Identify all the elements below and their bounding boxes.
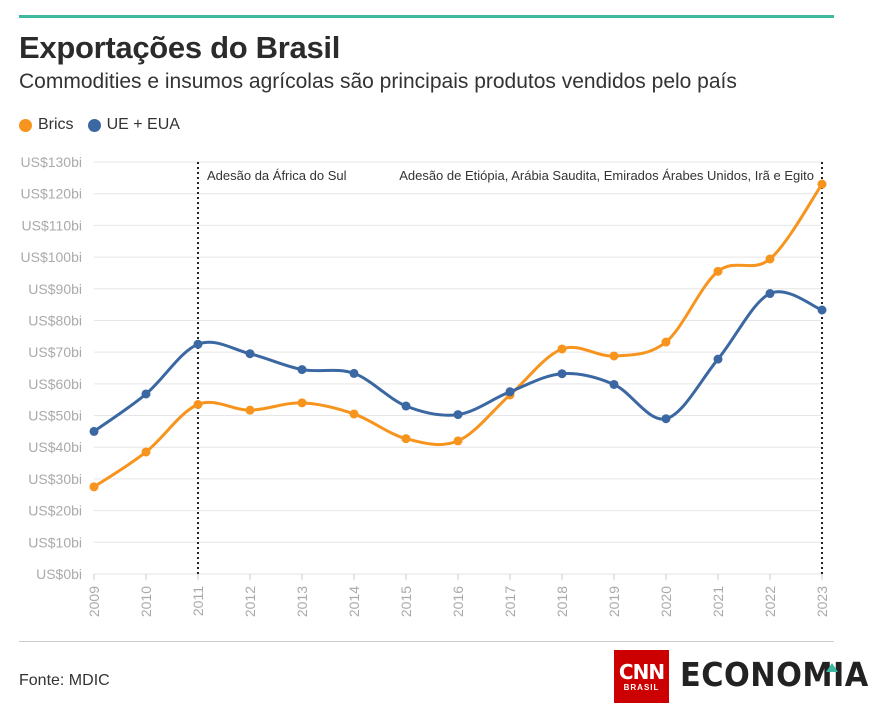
y-tick-label: US$120bi xyxy=(21,186,83,202)
x-tick-label: 2013 xyxy=(294,586,310,617)
y-tick-label: US$100bi xyxy=(21,249,83,265)
data-point-ue-eua xyxy=(713,354,723,364)
data-point-ue-eua xyxy=(661,414,671,424)
data-point-ue-eua xyxy=(349,368,359,378)
x-tick-label: 2018 xyxy=(554,586,570,617)
y-tick-label: US$70bi xyxy=(28,344,82,360)
data-point-brics xyxy=(193,399,203,409)
chart-subtitle: Commodities e insumos agrícolas são prin… xyxy=(19,70,737,93)
data-point-brics xyxy=(609,351,619,361)
legend-item-brics: Brics xyxy=(19,116,74,134)
data-point-ue-eua xyxy=(89,426,99,436)
legend-swatch-brics xyxy=(19,118,32,132)
legend: Brics UE + EUA xyxy=(19,116,194,134)
y-tick-label: US$90bi xyxy=(28,281,82,297)
y-tick-label: US$50bi xyxy=(28,408,82,424)
data-point-brics xyxy=(765,254,775,264)
data-point-brics xyxy=(817,179,827,189)
y-tick-label: US$40bi xyxy=(28,439,82,455)
x-tick-label: 2019 xyxy=(606,586,622,617)
economia-wordmark: ECONOMIA xyxy=(680,655,869,694)
line-chart: US$0bi US$10bi US$20bi US$30bi US$40bi US$50b… xyxy=(21,154,831,617)
x-tick-label: 2017 xyxy=(502,586,518,617)
x-tick-label: 2020 xyxy=(658,586,674,617)
data-point-ue-eua xyxy=(505,387,515,397)
legend-label-brics: Brics xyxy=(38,116,74,133)
cnn-logo-text: CNN xyxy=(618,659,665,684)
cnn-brasil-logo: CNN BRASIL xyxy=(614,650,669,703)
x-tick-label: 2014 xyxy=(346,586,362,617)
x-tick-label: 2009 xyxy=(86,586,102,617)
data-point-ue-eua xyxy=(141,389,151,399)
data-point-brics xyxy=(661,337,671,347)
data-point-brics xyxy=(713,266,723,276)
y-tick-label: US$130bi xyxy=(21,154,83,170)
y-tick-label: US$80bi xyxy=(28,312,82,328)
legend-label-ue-eua: UE + EUA xyxy=(106,116,180,133)
data-point-ue-eua xyxy=(297,365,307,375)
x-tick-label: 2010 xyxy=(138,586,154,617)
x-tick-label: 2015 xyxy=(398,586,414,617)
data-point-ue-eua xyxy=(765,289,775,299)
source-note: Fonte: MDIC xyxy=(19,672,110,689)
cnn-logo-subtext: BRASIL xyxy=(623,682,660,692)
y-tick-label: US$110bi xyxy=(22,217,82,233)
x-tick-label: 2012 xyxy=(242,586,258,617)
data-point-ue-eua xyxy=(817,305,827,315)
y-tick-label: US$20bi xyxy=(28,503,82,519)
series-line-brics xyxy=(92,182,824,489)
data-point-ue-eua xyxy=(245,349,255,359)
y-tick-label: US$60bi xyxy=(28,376,82,392)
x-tick-label: 2023 xyxy=(814,586,830,617)
data-point-brics xyxy=(297,398,307,408)
data-point-brics xyxy=(245,405,255,415)
legend-item-ue-eua: UE + EUA xyxy=(87,116,180,134)
legend-swatch-ue-eua xyxy=(87,118,101,132)
data-point-ue-eua xyxy=(453,410,463,420)
y-tick-label: US$0bi xyxy=(36,566,82,582)
x-tick-label: 2011 xyxy=(190,586,206,616)
x-tick-label: 2021 xyxy=(710,586,726,617)
data-point-ue-eua xyxy=(557,369,567,379)
top-accent-rule xyxy=(19,15,834,18)
data-point-ue-eua xyxy=(401,401,411,411)
data-point-brics xyxy=(141,447,151,457)
data-point-brics xyxy=(401,434,411,444)
data-point-brics xyxy=(557,344,567,354)
data-point-brics xyxy=(89,482,99,492)
x-tick-label: 2022 xyxy=(762,586,778,617)
data-point-ue-eua xyxy=(193,339,203,349)
data-point-brics xyxy=(349,409,359,419)
bottom-rule xyxy=(19,641,834,642)
data-point-ue-eua xyxy=(609,379,619,389)
y-tick-label: US$10bi xyxy=(28,534,82,550)
annotation-label: Adesão da África do Sul xyxy=(207,168,347,183)
chart-title: Exportações do Brasil xyxy=(19,30,341,65)
data-point-brics xyxy=(453,436,463,446)
x-tick-label: 2016 xyxy=(450,586,466,617)
economia-accent-icon xyxy=(826,663,838,672)
y-tick-label: US$30bi xyxy=(28,471,82,487)
annotation-label: Adesão de Etiópia, Arábia Saudita, Emira… xyxy=(399,168,814,183)
